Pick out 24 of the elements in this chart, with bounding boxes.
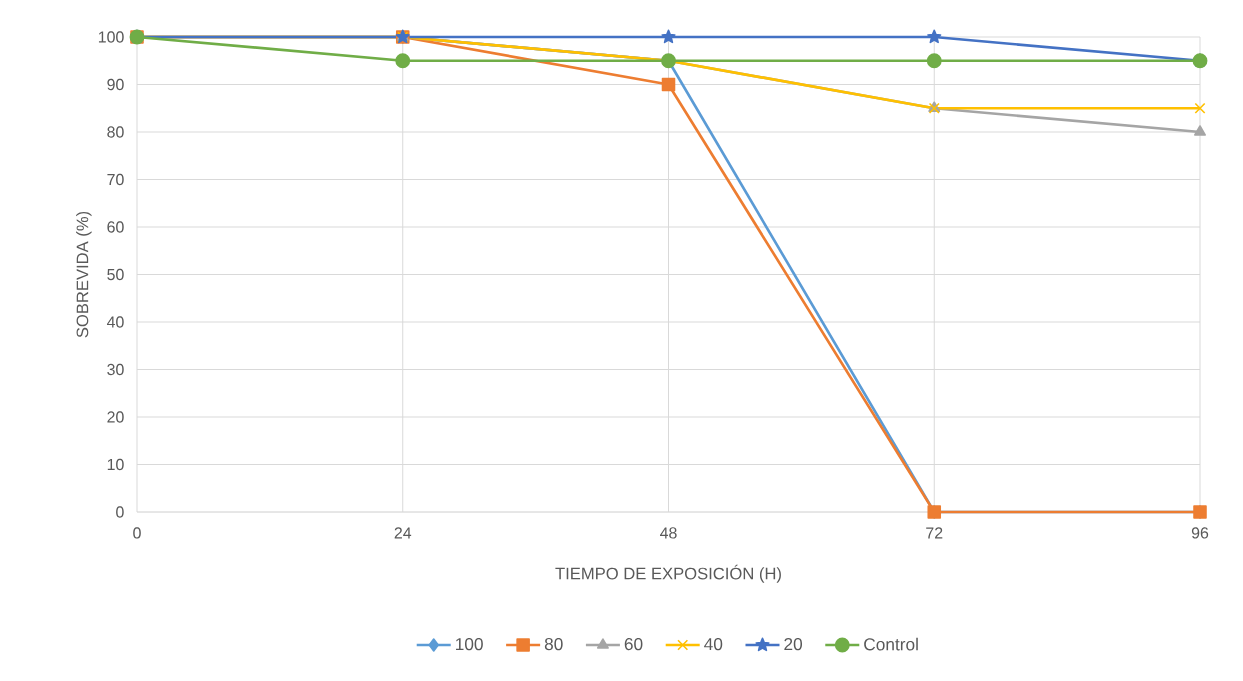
x-axis-title: TIEMPO DE EXPOSICIÓN (H) (555, 564, 781, 583)
x-tick-label: 96 (1191, 527, 1209, 539)
y-tick-label: 30 (107, 363, 124, 376)
x-tick-label: 0 (133, 527, 141, 539)
y-tick-label: 0 (116, 506, 124, 518)
y-tick-label: 100 (98, 31, 124, 43)
y-tick-label: 60 (107, 221, 124, 233)
legend-label: 20 (784, 637, 803, 651)
y-tick-label: 90 (107, 78, 124, 91)
legend-label: 40 (704, 637, 723, 651)
y-tick-label: 20 (107, 411, 124, 423)
x-tick-label: 24 (394, 527, 412, 539)
y-tick-label: 80 (107, 126, 124, 138)
y-tick-label: 10 (107, 458, 124, 471)
legend-label: Control (864, 637, 918, 651)
y-tick-label: 40 (106, 316, 124, 328)
legend-label: 100 (456, 637, 483, 651)
legend-label: 60 (624, 637, 643, 651)
y-tick-label: 70 (107, 173, 124, 186)
y-axis-title: SOBREVIDA (%) (76, 211, 92, 338)
x-tick-label: 48 (660, 527, 677, 539)
legend-label: 80 (544, 637, 563, 651)
x-tick-label: 72 (926, 527, 943, 539)
y-tick-label: 50 (107, 268, 124, 281)
